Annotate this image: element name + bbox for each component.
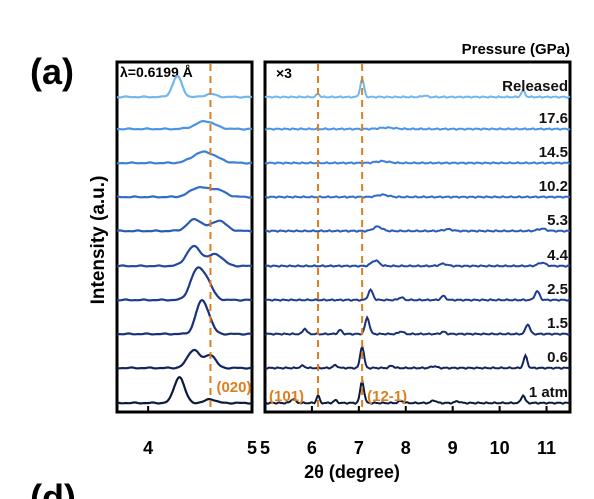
wavelength-label: λ=0.6199 Å — [120, 64, 193, 80]
right-panel-frame — [263, 60, 572, 414]
left-curve — [117, 75, 253, 99]
right-series-line — [264, 288, 571, 302]
left-axis-tick-label: 4 — [143, 438, 153, 458]
right-axis-tick-label: 10 — [490, 438, 510, 458]
left-curve — [116, 150, 252, 165]
right-axis-tick-label: 5 — [260, 438, 270, 458]
left-curve — [116, 218, 252, 233]
left-curve — [116, 120, 252, 131]
right-axis-tick-label: 8 — [401, 438, 411, 458]
right-series-line — [264, 193, 571, 199]
right-series-line — [264, 76, 571, 99]
right-panel: ×3 — [263, 60, 572, 414]
right-series-line — [264, 126, 571, 131]
right-series-line — [264, 315, 571, 336]
right-series-line — [264, 259, 571, 268]
y-axis-label: Intensity (a.u.) — [88, 176, 109, 305]
series-label: 4.4 — [547, 247, 569, 264]
left-axis-tick-label: 5 — [247, 438, 257, 458]
left-panel: λ=0.6199 Å — [115, 60, 254, 414]
legend-title: Pressure (GPa) — [462, 41, 570, 58]
left-curve — [117, 348, 252, 370]
series-label: 1.5 — [547, 315, 568, 332]
left-curve — [117, 266, 252, 302]
right-series-line — [264, 344, 571, 370]
next-panel-label: (d) — [30, 477, 76, 499]
left-annotation: (020) — [216, 379, 251, 396]
series-label: 10.2 — [539, 178, 568, 195]
left-panel-frame — [115, 60, 254, 414]
right-series-line — [264, 378, 571, 405]
right-annotation: (12-1) — [367, 388, 407, 405]
right-axis-tick-label: 9 — [448, 438, 458, 458]
panel-label: (a) — [30, 51, 74, 92]
right-axis-tick-label: 11 — [537, 438, 556, 458]
series-label: 17.6 — [539, 110, 568, 127]
left-curve — [117, 376, 253, 405]
left-curve — [117, 186, 253, 199]
left-curve — [117, 244, 253, 268]
series-label: 1 atm — [529, 384, 568, 401]
right-axis-tick-label: 6 — [307, 438, 317, 458]
right-axis-tick-label: 7 — [354, 438, 364, 458]
right-annotation: (101) — [269, 388, 304, 405]
series-label: 2.5 — [547, 281, 568, 298]
series-label: 5.3 — [547, 212, 568, 229]
series-label: 14.5 — [539, 144, 568, 161]
scale-note: ×3 — [276, 65, 292, 81]
left-curve — [117, 299, 252, 336]
series-label: Released — [502, 78, 568, 95]
series-label: 0.6 — [547, 349, 568, 366]
x-axis-label: 2θ (degree) — [304, 462, 400, 482]
right-series-line — [264, 159, 571, 165]
right-series-line — [264, 225, 571, 233]
